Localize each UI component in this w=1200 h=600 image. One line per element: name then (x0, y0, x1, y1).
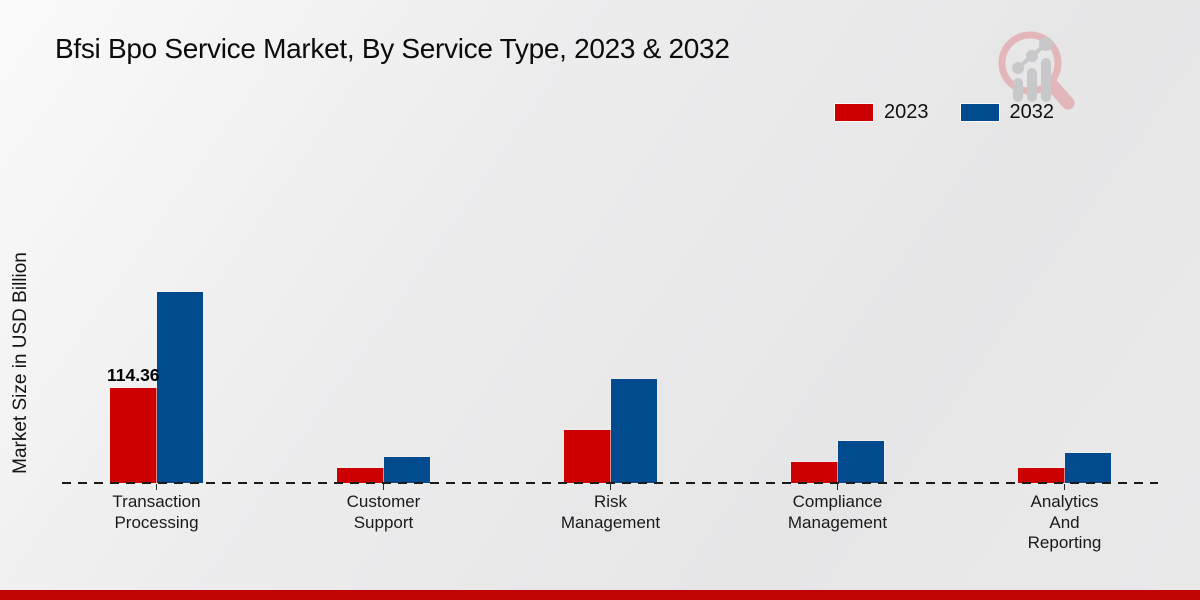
magnifier-growth-chart-logo (998, 31, 1075, 110)
chart-title: Bfsi Bpo Service Market, By Service Type… (55, 33, 730, 64)
bar-2023-risk-management (564, 430, 611, 483)
category-label-analytics-and-reporting: Analytics And Reporting (1027, 492, 1102, 552)
x-axis-tick (609, 484, 612, 490)
x-axis-tick (836, 484, 839, 490)
y-axis-label: Market Size in USD Billion (10, 252, 31, 474)
bar-value-label: 114.36 (106, 364, 160, 385)
x-axis-tick (382, 484, 385, 490)
bar-2032-analytics-and-reporting (1064, 452, 1111, 483)
bar-2023-analytics-and-reporting (1018, 468, 1065, 483)
category-label-risk-management: Risk Management (560, 492, 661, 532)
category-label-transaction-processing: Transaction Processing (112, 492, 201, 532)
x-axis-tick (155, 484, 158, 490)
legend-item-2023: 2023 (835, 101, 929, 124)
legend-label-2032: 2032 (1009, 101, 1055, 123)
bar-2032-risk-management (610, 378, 657, 483)
category-label-compliance-management: Compliance Management (787, 492, 888, 532)
bar-2023-transaction-processing (110, 387, 157, 483)
legend-item-2032: 2032 (960, 101, 1055, 124)
bar-2023-compliance-management (791, 462, 838, 483)
legend-swatch-2032 (960, 104, 999, 121)
footer-accent-bar (0, 590, 1200, 600)
x-axis-baseline (62, 482, 1158, 484)
bar-2023-customer-support (337, 467, 384, 483)
bar-2032-customer-support (383, 457, 430, 483)
legend-label-2023: 2023 (884, 101, 929, 123)
legend-swatch-2023 (835, 104, 873, 121)
x-axis-tick (1063, 484, 1066, 490)
legend: 2023 2032 (835, 101, 1054, 124)
bar-2032-compliance-management (837, 441, 884, 483)
bar-2032-transaction-processing (156, 292, 203, 483)
category-label-customer-support: Customer Support (346, 492, 421, 532)
